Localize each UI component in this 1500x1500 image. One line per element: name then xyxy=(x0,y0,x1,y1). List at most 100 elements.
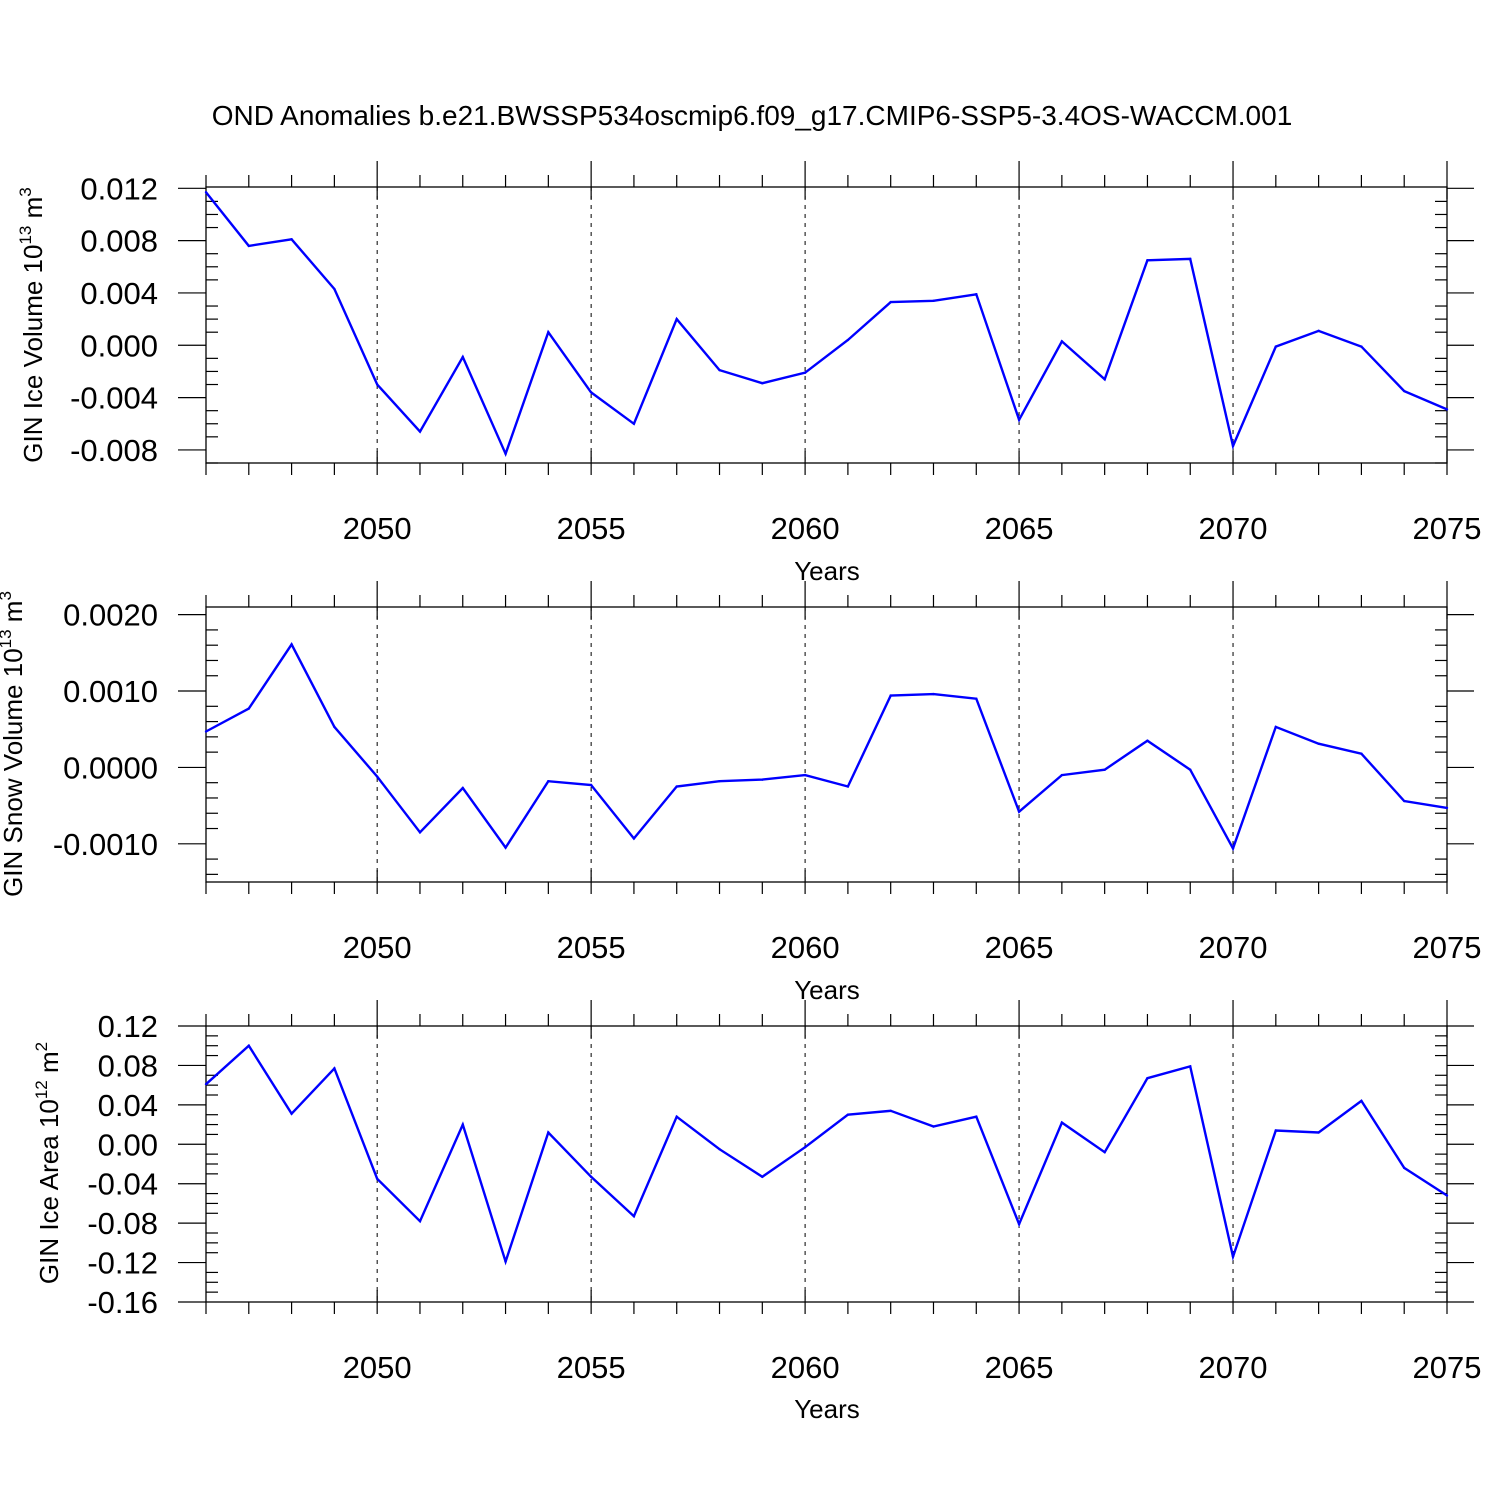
xtick-label: 2060 xyxy=(771,930,840,965)
data-point xyxy=(932,692,935,696)
xtick-label: 2055 xyxy=(557,930,626,965)
data-point xyxy=(932,1125,935,1128)
data-point xyxy=(247,707,250,710)
data-point xyxy=(1403,1166,1406,1170)
data-point xyxy=(1060,340,1064,343)
data-point xyxy=(1445,1194,1449,1197)
xtick-label: 2065 xyxy=(985,511,1054,546)
ytick-label: 0.004 xyxy=(80,276,158,311)
xtick-label: 2070 xyxy=(1199,511,1268,546)
data-point xyxy=(375,775,379,778)
ytick-label: 0.04 xyxy=(98,1088,158,1123)
data-point xyxy=(504,846,507,849)
data-point xyxy=(1060,773,1064,777)
ytick-label: 0.0010 xyxy=(63,674,158,709)
data-point xyxy=(504,1260,507,1263)
data-point xyxy=(504,452,507,456)
data-point xyxy=(290,1112,293,1115)
ytick-label: 0.08 xyxy=(98,1048,158,1083)
data-point xyxy=(204,1082,208,1086)
data-point xyxy=(1189,1065,1192,1068)
ytick-label: 0.008 xyxy=(80,224,158,259)
data-point xyxy=(547,779,550,783)
xtick-label: 2075 xyxy=(1413,1350,1482,1385)
data-point xyxy=(333,287,336,291)
data-point xyxy=(761,382,764,385)
series-line xyxy=(205,642,1448,852)
data-point xyxy=(547,330,550,334)
data-point xyxy=(589,1175,593,1179)
data-point xyxy=(975,293,978,296)
data-point xyxy=(1231,1255,1235,1258)
data-point xyxy=(889,300,892,304)
data-point xyxy=(975,1115,978,1118)
data-point xyxy=(1317,742,1320,745)
data-point xyxy=(846,338,850,342)
ytick-label: 0.0000 xyxy=(63,750,158,785)
data-point xyxy=(333,725,336,729)
data-point xyxy=(290,238,293,241)
data-point xyxy=(1445,408,1449,411)
data-point xyxy=(375,1177,379,1180)
data-point xyxy=(1317,1131,1320,1134)
data-point xyxy=(761,1175,764,1179)
data-point xyxy=(1189,768,1192,771)
xtick-label: 2050 xyxy=(343,1350,412,1385)
ytick-label: 0.012 xyxy=(80,171,158,206)
ytick-label: -0.008 xyxy=(70,433,158,468)
data-point xyxy=(632,837,636,840)
data-point xyxy=(1060,1121,1064,1124)
xtick-label: 2055 xyxy=(557,511,626,546)
xtick-label: 2075 xyxy=(1413,930,1482,965)
data-point xyxy=(761,778,764,781)
data-point xyxy=(247,1044,250,1047)
data-point xyxy=(290,643,293,646)
xlabel: Years xyxy=(794,556,860,586)
data-point xyxy=(1017,418,1021,422)
data-point xyxy=(1103,378,1106,381)
series-line xyxy=(205,1043,1448,1266)
ylabel: GIN Ice Area 1012 m2 xyxy=(32,1042,64,1284)
ytick-label: -0.004 xyxy=(70,381,158,416)
data-point xyxy=(418,430,422,433)
data-point xyxy=(418,831,422,834)
data-point xyxy=(1403,799,1406,803)
data-point xyxy=(1274,1129,1278,1132)
data-point xyxy=(1360,752,1363,755)
data-point xyxy=(803,773,807,777)
data-point xyxy=(1231,444,1235,448)
data-point xyxy=(718,1148,721,1151)
data-point xyxy=(1146,259,1149,262)
data-point xyxy=(1445,806,1449,810)
data-point xyxy=(803,371,807,374)
data-point xyxy=(333,1067,336,1070)
ytick-label: 0.12 xyxy=(98,1009,158,1044)
data-point xyxy=(675,317,678,321)
xtick-label: 2060 xyxy=(771,1350,840,1385)
ytick-label: -0.0010 xyxy=(53,827,158,862)
figure-title: OND Anomalies b.e21.BWSSP534oscmip6.f09_… xyxy=(212,100,1293,131)
ytick-label: -0.12 xyxy=(87,1246,158,1281)
series-line xyxy=(205,191,1448,458)
data-point xyxy=(1017,1222,1021,1226)
data-point xyxy=(1103,768,1106,771)
data-point xyxy=(461,1123,464,1126)
data-point xyxy=(204,730,208,733)
data-point xyxy=(589,391,593,394)
ylabel: GIN Snow Volume 1013 m3 xyxy=(0,591,28,897)
xtick-label: 2075 xyxy=(1413,511,1482,546)
data-point xyxy=(461,355,464,359)
data-point xyxy=(418,1219,422,1223)
xtick-label: 2050 xyxy=(343,511,412,546)
ylabel: GIN Ice Volume 1013 m3 xyxy=(16,187,48,463)
data-point xyxy=(718,368,721,372)
data-point xyxy=(1360,1099,1363,1103)
ytick-label: 0.00 xyxy=(98,1127,158,1162)
panel-snow-volume: GIN Snow Volume 1013 m3 Years 0.0020 0.00… xyxy=(0,581,1481,1005)
data-point xyxy=(1317,329,1320,333)
data-point xyxy=(889,694,892,697)
xtick-label: 2065 xyxy=(985,930,1054,965)
data-point xyxy=(718,779,721,783)
xtick-label: 2070 xyxy=(1199,1350,1268,1385)
